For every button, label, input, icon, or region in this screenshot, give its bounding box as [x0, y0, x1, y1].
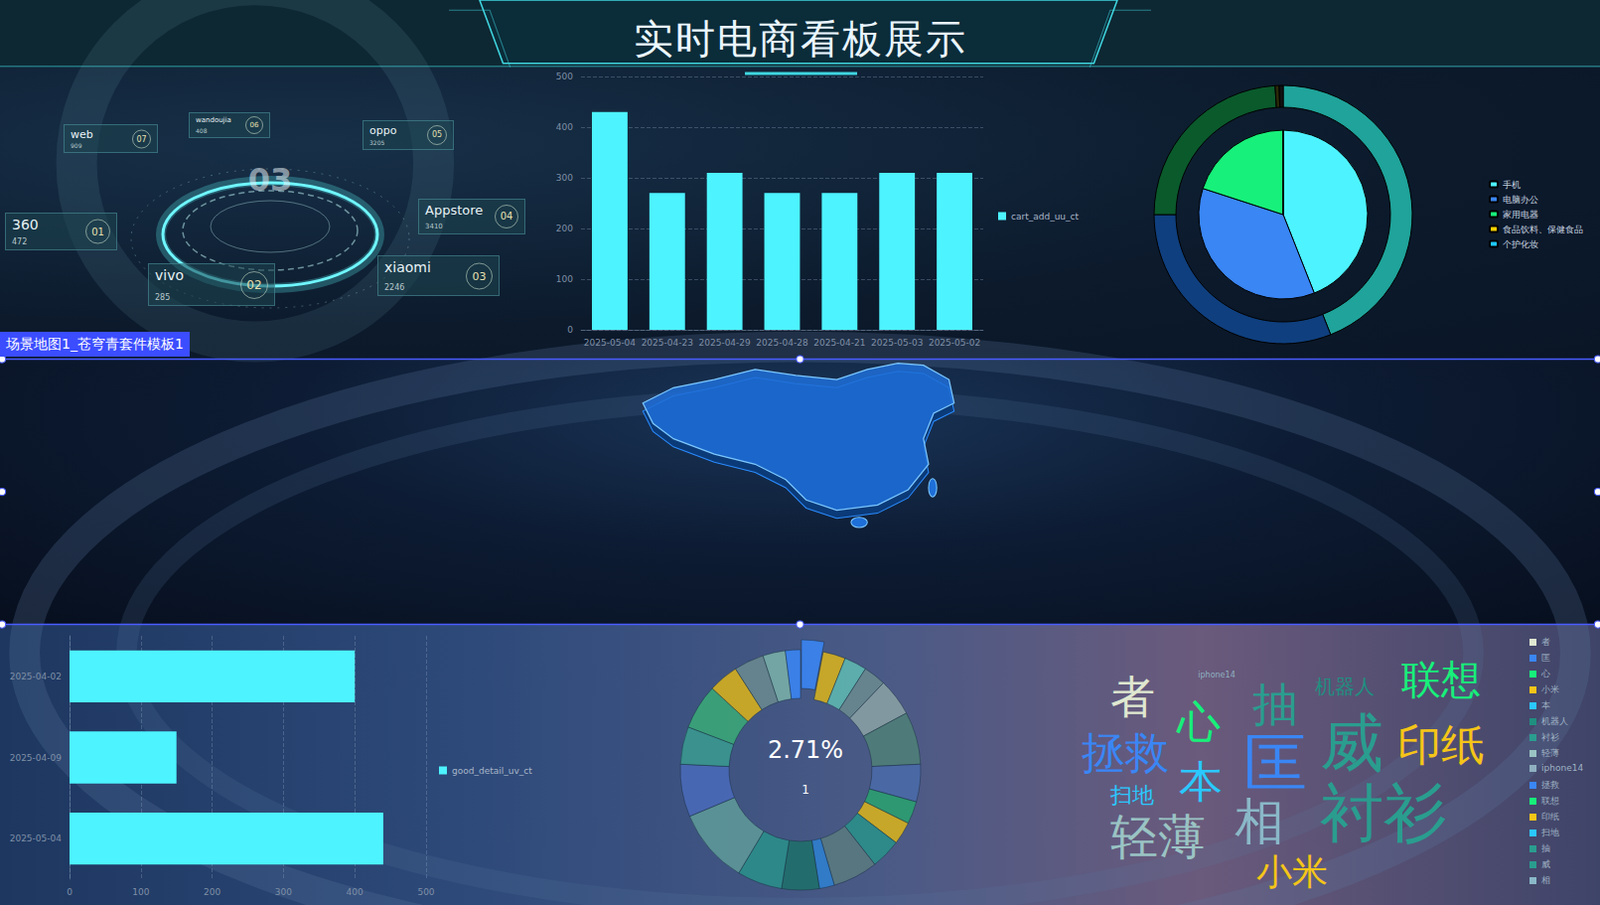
html-text:心: 心 [1541, 668, 1551, 679]
svg-text:good_detail_uv_ct: good_detail_uv_ct [451, 765, 533, 776]
html-text:拯救: 拯救 [1541, 779, 1560, 790]
svg-text:食品饮料、保健食品: 食品饮料、保健食品 [1502, 224, 1584, 235]
svg-text:2025-05-02: 2025-05-02 [928, 337, 981, 348]
svg-text:100: 100 [132, 886, 149, 897]
html-text:02: 02 [246, 277, 262, 292]
svg-text:2025-05-03: 2025-05-03 [871, 337, 923, 348]
html-text:联想: 联想 [1541, 795, 1560, 806]
html-text:衬衫: 衬衫 [1319, 775, 1448, 850]
html-text:印纸: 印纸 [1397, 719, 1485, 770]
html-text:285: 285 [154, 292, 171, 302]
html-text:04: 04 [500, 210, 513, 222]
svg-text:400: 400 [556, 122, 574, 133]
html-text:408: 408 [195, 127, 208, 135]
svg-text:300: 300 [275, 886, 292, 897]
svg-text:2.71%: 2.71% [767, 735, 844, 764]
html-text:心: 心 [1176, 696, 1221, 747]
svg-text:2025-04-09: 2025-04-09 [9, 752, 63, 763]
html-text:xiaomi: xiaomi [384, 259, 431, 276]
html-text:Appstore: Appstore [425, 202, 483, 218]
html-text:web: web [70, 128, 94, 142]
html-text:相: 相 [1541, 874, 1551, 885]
html-text:衬衫: 衬衫 [1541, 731, 1560, 742]
svg-text:2025-04-28: 2025-04-28 [755, 337, 809, 348]
html-text:机器人: 机器人 [1314, 674, 1375, 699]
svg-text:cart_add_uu_ct: cart_add_uu_ct [1011, 211, 1079, 222]
svg-text:500: 500 [417, 886, 435, 897]
html-text:联想: 联想 [1401, 656, 1481, 703]
html-text:者: 者 [1541, 636, 1551, 647]
html-text:小米: 小米 [1541, 684, 1560, 695]
html-text:扫地: 扫地 [1541, 827, 1560, 838]
svg-text:500: 500 [556, 71, 574, 82]
svg-text:100: 100 [556, 274, 574, 285]
svg-text:个护化妆: 个护化妆 [1502, 239, 1539, 250]
html-text:360: 360 [11, 216, 39, 233]
svg-text:2025-04-21: 2025-04-21 [813, 337, 866, 348]
svg-text:200: 200 [203, 886, 221, 897]
html-text:iphone14: iphone14 [1541, 762, 1584, 773]
html-text:印纸: 印纸 [1541, 811, 1560, 822]
html-text:相: 相 [1234, 792, 1285, 851]
html-text:472: 472 [11, 237, 28, 247]
svg-text:家用电器: 家用电器 [1502, 209, 1539, 220]
html-text:拯救: 拯救 [1081, 727, 1169, 778]
html-text:抽: 抽 [1252, 677, 1299, 731]
html-text:2246: 2246 [384, 283, 405, 292]
html-text:3205: 3205 [369, 139, 385, 146]
svg-text:0: 0 [567, 324, 574, 335]
html-text:iphone14: iphone14 [1198, 670, 1236, 680]
html-text:机器人: 机器人 [1541, 716, 1569, 727]
svg-text:2025-05-04: 2025-05-04 [9, 833, 63, 844]
html-text:扫地: 扫地 [1110, 782, 1155, 808]
html-text:909: 909 [70, 142, 82, 149]
html-text:本: 本 [1541, 700, 1551, 711]
svg-text:2025-05-04: 2025-05-04 [583, 337, 637, 348]
html-text:实时电商看板展示: 实时电商看板展示 [633, 15, 967, 62]
html-text:oppo: oppo [369, 124, 397, 138]
html-text:威: 威 [1541, 859, 1551, 870]
html-text:场景地图1_苍穹青套件模板1: 场景地图1_苍穹青套件模板1 [5, 335, 184, 352]
html-text:07: 07 [136, 134, 147, 144]
svg-text:手机: 手机 [1502, 179, 1521, 190]
svg-text:2025-04-02: 2025-04-02 [9, 671, 62, 682]
html-text:vivo: vivo [154, 267, 184, 284]
html-text:匡: 匡 [1541, 652, 1551, 663]
html-text:轻薄: 轻薄 [1541, 747, 1560, 758]
svg-text:电脑办公: 电脑办公 [1502, 194, 1539, 205]
html-text:01: 01 [91, 225, 105, 237]
html-text:抽: 抽 [1541, 843, 1551, 854]
svg-text:200: 200 [556, 223, 574, 234]
html-text:03: 03 [472, 269, 487, 283]
html-text:者: 者 [1109, 669, 1155, 723]
svg-text:0: 0 [66, 886, 73, 897]
svg-text:1: 1 [801, 782, 810, 797]
svg-text:300: 300 [556, 172, 574, 183]
svg-text:2025-04-29: 2025-04-29 [698, 337, 751, 348]
svg-text:2025-04-23: 2025-04-23 [641, 337, 694, 348]
html-text:威: 威 [1319, 706, 1384, 780]
html-text:匡: 匡 [1243, 726, 1308, 800]
html-text:小米: 小米 [1256, 851, 1328, 892]
svg-text:03: 03 [248, 160, 293, 199]
html-text:轻薄: 轻薄 [1110, 808, 1206, 865]
html-text:05: 05 [431, 130, 443, 140]
html-text:3410: 3410 [425, 222, 443, 231]
html-text:wandoujia: wandoujia [195, 116, 232, 125]
html-text:本: 本 [1178, 755, 1223, 807]
html-text:06: 06 [249, 121, 259, 130]
svg-text:400: 400 [346, 886, 364, 897]
